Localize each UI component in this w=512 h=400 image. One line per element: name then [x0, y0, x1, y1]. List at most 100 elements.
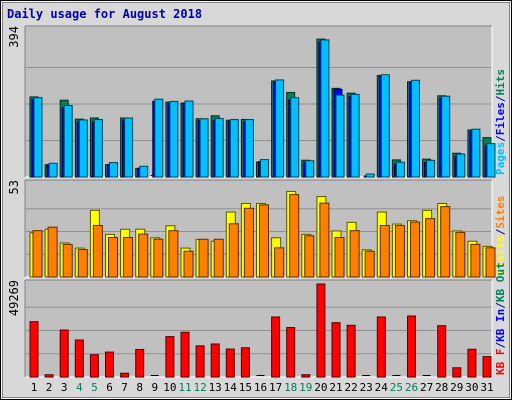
- bar-kb-f: [286, 327, 296, 378]
- bar-kb-f: [346, 324, 356, 378]
- bar-pages: [275, 79, 285, 178]
- bar-sites: [410, 221, 420, 278]
- bar-pages: [109, 162, 118, 178]
- bar-kb-f: [437, 325, 447, 378]
- bar-sites: [319, 202, 330, 278]
- bar-sites: [213, 238, 224, 278]
- x-tick-label: 17: [269, 381, 282, 394]
- bar-sites: [394, 224, 405, 278]
- bar-sites: [425, 218, 436, 278]
- bar-sites: [334, 237, 345, 278]
- x-tick-label: 23: [360, 381, 373, 394]
- bar-kb-f: [271, 316, 281, 378]
- bar-sites: [32, 230, 43, 278]
- bar-sites: [153, 238, 164, 278]
- bar-pages: [380, 74, 390, 178]
- bar-sites: [274, 247, 285, 278]
- bar-kb-f: [331, 322, 341, 378]
- x-tick-label: 8: [136, 381, 143, 394]
- x-tick-label: 30: [465, 381, 478, 394]
- chart-title: Daily usage for August 2018: [7, 7, 202, 21]
- legend-entry: KB F: [494, 349, 507, 376]
- x-tick-label: 25: [390, 381, 403, 394]
- bar-sites: [470, 243, 481, 278]
- x-tick-label: 11: [178, 381, 191, 394]
- x-tick-label: 5: [91, 381, 98, 394]
- x-tick-label: 28: [435, 381, 448, 394]
- bar-kb-f: [150, 375, 159, 376]
- bar-kb-f: [362, 375, 371, 376]
- bar-kb-f: [120, 372, 130, 378]
- x-tick-label: 19: [299, 381, 312, 394]
- x-tick-label: 31: [480, 381, 493, 394]
- bar-kb-f: [89, 354, 99, 378]
- bar-pages: [486, 143, 496, 178]
- x-tick-label: 4: [76, 381, 83, 394]
- bar-pages: [154, 98, 164, 178]
- bar-pages: [365, 173, 375, 178]
- bar-kb-f: [195, 345, 205, 378]
- x-tick-label: 22: [344, 381, 357, 394]
- legend-entry: Pages: [494, 142, 507, 175]
- legend-entry: KB Out: [494, 262, 507, 302]
- bar-kb-f: [135, 348, 145, 378]
- bar-sites: [379, 224, 390, 278]
- x-tick-label: 12: [193, 381, 206, 394]
- bar-kb-f: [165, 336, 175, 378]
- bar-pages: [33, 97, 43, 178]
- bar-pages: [199, 118, 209, 178]
- bar-pages: [395, 161, 405, 178]
- x-tick-label: 1: [31, 381, 38, 394]
- legend-entry: /: [494, 95, 507, 102]
- legend-entry: Visits: [494, 235, 507, 275]
- x-tick-label: 18: [284, 381, 297, 394]
- legend: Pages/Files/Hits: [494, 69, 507, 175]
- x-tick-label: 14: [224, 381, 238, 394]
- bar-pages: [139, 165, 149, 178]
- bar-sites: [440, 206, 451, 278]
- y-max-label: 53: [7, 180, 21, 194]
- bar-pages: [260, 159, 269, 178]
- bar-pages: [78, 119, 88, 178]
- bar-pages: [471, 128, 481, 178]
- bar-kb-f: [225, 348, 235, 378]
- bar-kb-f: [482, 356, 492, 378]
- bar-sites: [138, 233, 149, 278]
- x-tick-label: 29: [450, 381, 463, 394]
- bar-kb-f: [240, 347, 250, 378]
- x-tick-label: 21: [329, 381, 342, 394]
- x-tick-label: 27: [420, 381, 433, 394]
- bar-kb-f: [74, 339, 84, 378]
- bar-pages: [320, 39, 330, 178]
- bar-pages: [169, 100, 179, 178]
- bar-sites: [77, 249, 88, 278]
- bar-pages: [350, 93, 360, 178]
- bar-sites: [198, 238, 209, 278]
- legend-entry: Sites: [494, 196, 507, 229]
- y-max-label: 49269: [7, 280, 21, 316]
- x-tick-label: 3: [61, 381, 68, 394]
- panel-2: 53 Visits/Sites: [7, 179, 507, 278]
- bar-pages: [426, 159, 436, 178]
- bar-sites: [92, 224, 103, 278]
- x-tick-label: 20: [314, 381, 327, 394]
- bar-sites: [123, 237, 134, 278]
- bar-pages: [214, 117, 224, 178]
- bar-sites: [485, 247, 496, 278]
- x-tick-label: 9: [151, 381, 158, 394]
- y-max-label: 394: [7, 26, 21, 48]
- bar-sites: [168, 230, 179, 278]
- bar-kb-f: [392, 375, 401, 376]
- bar-pages: [290, 97, 300, 178]
- bar-kb-f: [467, 348, 477, 378]
- bar-pages: [184, 100, 194, 178]
- bar-kb-f: [422, 375, 431, 376]
- x-tick-label: 15: [239, 381, 252, 394]
- x-tick-label: 6: [106, 381, 113, 394]
- legend-entry: /: [494, 342, 507, 349]
- legend-entry: KB In: [494, 309, 507, 342]
- bar-sites: [108, 237, 118, 278]
- legend-entry: /: [494, 302, 507, 309]
